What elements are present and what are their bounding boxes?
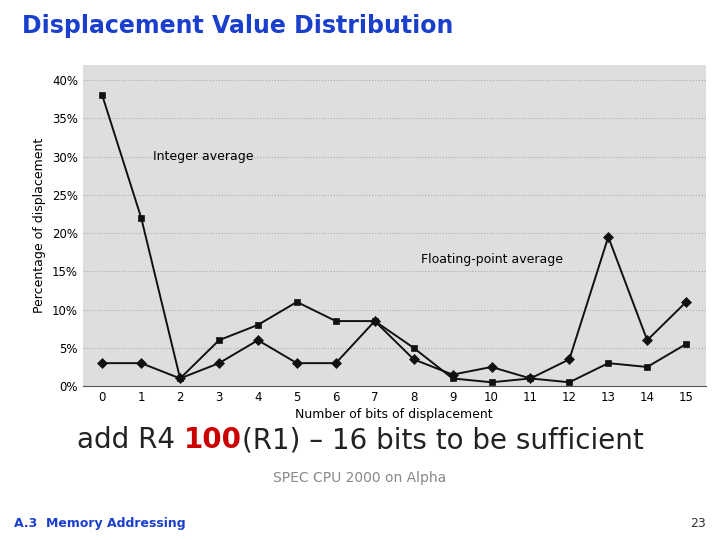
Text: (R1) – 16 bits to be sufficient: (R1) – 16 bits to be sufficient [242,426,643,454]
Text: add R4: add R4 [77,426,184,454]
Text: Displacement Value Distribution: Displacement Value Distribution [22,14,453,37]
X-axis label: Number of bits of displacement: Number of bits of displacement [295,408,493,421]
Text: Integer average: Integer average [153,150,253,163]
Text: add R4 100(R1) – 16 bits to be sufficient: add R4 100(R1) – 16 bits to be sufficien… [79,426,641,454]
Text: Floating-point average: Floating-point average [421,253,564,266]
Text: 23: 23 [690,517,706,530]
Text: SPEC CPU 2000 on Alpha: SPEC CPU 2000 on Alpha [274,471,446,485]
Y-axis label: Percentage of displacement: Percentage of displacement [33,138,46,313]
Text: A.3  Memory Addressing: A.3 Memory Addressing [14,517,186,530]
Text: 100: 100 [184,426,242,454]
